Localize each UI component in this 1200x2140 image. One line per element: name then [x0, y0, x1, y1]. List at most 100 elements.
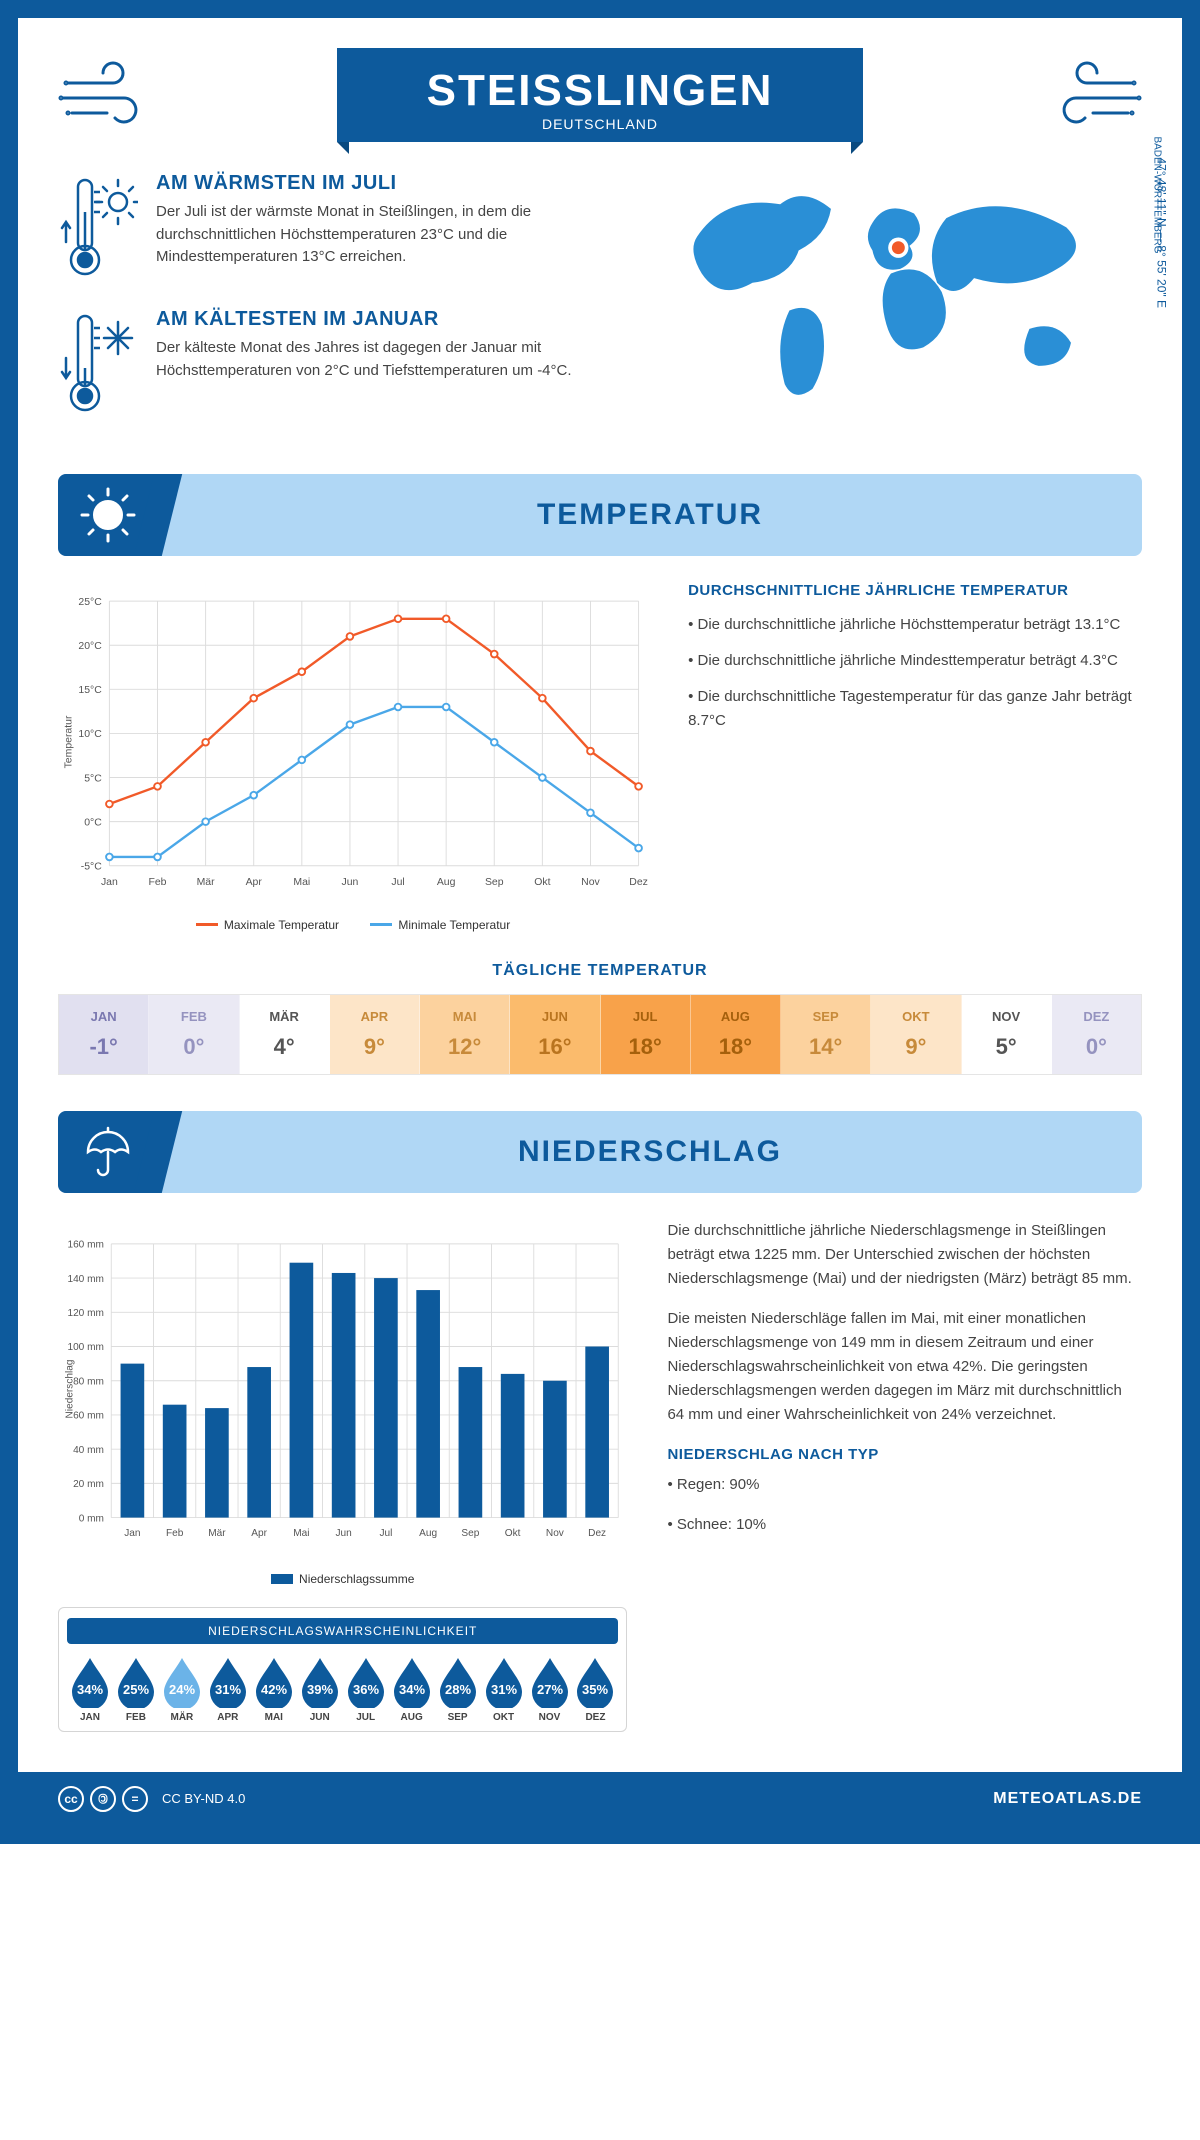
- svg-text:-5°C: -5°C: [81, 862, 102, 873]
- svg-text:120 mm: 120 mm: [67, 1307, 103, 1318]
- section-title-temperature: TEMPERATUR: [158, 498, 1142, 532]
- cc-icon: cc: [58, 1786, 84, 1812]
- svg-text:31%: 31%: [215, 1682, 241, 1697]
- svg-text:Apr: Apr: [251, 1527, 267, 1538]
- section-banner-temperature: TEMPERATUR: [58, 474, 1142, 556]
- svg-text:Niederschlag: Niederschlag: [65, 1359, 76, 1418]
- svg-text:140 mm: 140 mm: [67, 1273, 103, 1284]
- svg-text:Mär: Mär: [197, 877, 216, 888]
- svg-text:Dez: Dez: [629, 877, 648, 888]
- svg-text:40 mm: 40 mm: [73, 1444, 104, 1455]
- svg-text:Dez: Dez: [588, 1527, 606, 1538]
- svg-text:Okt: Okt: [505, 1527, 521, 1538]
- daily-cell: DEZ0°: [1052, 995, 1141, 1074]
- svg-text:20°C: 20°C: [78, 641, 102, 652]
- legend-precip: Niederschlagssumme: [299, 1572, 414, 1586]
- probability-drop: 39% JUN: [298, 1654, 342, 1723]
- svg-text:Jun: Jun: [336, 1527, 352, 1538]
- svg-text:Nov: Nov: [546, 1527, 565, 1538]
- daily-cell: FEB0°: [149, 995, 239, 1074]
- svg-text:100 mm: 100 mm: [67, 1342, 103, 1353]
- probability-drop: 42% MAI: [252, 1654, 296, 1723]
- svg-text:42%: 42%: [261, 1682, 287, 1697]
- prob-title: NIEDERSCHLAGSWAHRSCHEINLICHKEIT: [67, 1618, 618, 1644]
- precip-type2: • Schnee: 10%: [667, 1513, 1142, 1537]
- section-banner-precip: NIEDERSCHLAG: [58, 1111, 1142, 1193]
- svg-text:28%: 28%: [445, 1682, 471, 1697]
- nd-icon: =: [122, 1786, 148, 1812]
- svg-text:Jun: Jun: [342, 877, 359, 888]
- precip-summary: Die durchschnittliche jährliche Niedersc…: [667, 1219, 1142, 1732]
- header: STEISSLINGEN DEUTSCHLAND: [58, 48, 1142, 142]
- thermometer-cold-icon: [58, 308, 138, 418]
- probability-drop: 36% JUL: [344, 1654, 388, 1723]
- svg-text:60 mm: 60 mm: [73, 1410, 104, 1421]
- probability-drop: 34% JAN: [68, 1654, 112, 1723]
- temp-summary-p3: • Die durchschnittliche Tagestemperatur …: [688, 685, 1142, 733]
- svg-text:Sep: Sep: [461, 1527, 479, 1538]
- daily-cell: SEP14°: [781, 995, 871, 1074]
- svg-text:34%: 34%: [77, 1682, 103, 1697]
- svg-text:Sep: Sep: [485, 877, 504, 888]
- warmest-title: AM WÄRMSTEN IM JULI: [156, 172, 610, 195]
- svg-text:Okt: Okt: [534, 877, 550, 888]
- daily-cell: MAI12°: [420, 995, 510, 1074]
- probability-drop: 28% SEP: [436, 1654, 480, 1723]
- wind-icon: [58, 58, 168, 138]
- daily-cell: OKT9°: [871, 995, 961, 1074]
- svg-text:Mai: Mai: [293, 1527, 309, 1538]
- precipitation-chart: 0 mm20 mm40 mm60 mm80 mm100 mm120 mm140 …: [58, 1219, 627, 1587]
- cc-license: cc 🄯 = CC BY-ND 4.0: [58, 1786, 245, 1812]
- legend-min: Minimale Temperatur: [398, 918, 510, 932]
- daily-cell: JUN16°: [510, 995, 600, 1074]
- svg-text:36%: 36%: [353, 1682, 379, 1697]
- svg-text:Jan: Jan: [124, 1527, 140, 1538]
- section-title-precip: NIEDERSCHLAG: [158, 1135, 1142, 1169]
- coords-label: 47° 48' 11" N — 8° 55' 20" E: [1155, 157, 1169, 308]
- probability-drop: 35% DEZ: [573, 1654, 617, 1723]
- daily-cell: APR9°: [330, 995, 420, 1074]
- probability-drop: 25% FEB: [114, 1654, 158, 1723]
- probability-drop: 27% NOV: [528, 1654, 572, 1723]
- svg-text:39%: 39%: [307, 1682, 333, 1697]
- svg-text:10°C: 10°C: [78, 729, 102, 740]
- svg-text:Feb: Feb: [148, 877, 166, 888]
- umbrella-icon: [80, 1124, 136, 1180]
- svg-text:0°C: 0°C: [84, 817, 102, 828]
- svg-text:34%: 34%: [399, 1682, 425, 1697]
- temp-summary-heading: DURCHSCHNITTLICHE JÄHRLICHE TEMPERATUR: [688, 582, 1142, 599]
- svg-text:27%: 27%: [536, 1682, 562, 1697]
- footer: cc 🄯 = CC BY-ND 4.0 METEOATLAS.DE: [18, 1772, 1182, 1826]
- intro-section: AM WÄRMSTEN IM JULI Der Juli ist der wär…: [58, 172, 1142, 444]
- svg-text:Jul: Jul: [379, 1527, 392, 1538]
- svg-text:Mär: Mär: [208, 1527, 226, 1538]
- precip-probability-box: NIEDERSCHLAGSWAHRSCHEINLICHKEIT 34% JAN …: [58, 1607, 627, 1732]
- country-subtitle: DEUTSCHLAND: [427, 116, 774, 132]
- coldest-text: Der kälteste Monat des Jahres ist dagege…: [156, 337, 610, 382]
- daily-cell: MÄR4°: [240, 995, 330, 1074]
- svg-text:5°C: 5°C: [84, 773, 102, 784]
- svg-text:15°C: 15°C: [78, 685, 102, 696]
- license-text: CC BY-ND 4.0: [162, 1791, 245, 1806]
- daily-cell: JAN-1°: [59, 995, 149, 1074]
- svg-text:20 mm: 20 mm: [73, 1479, 104, 1490]
- precip-type-heading: NIEDERSCHLAG NACH TYP: [667, 1443, 1142, 1467]
- precip-p2: Die meisten Niederschläge fallen im Mai,…: [667, 1307, 1142, 1427]
- svg-text:Temperatur: Temperatur: [63, 715, 74, 768]
- temp-summary-p1: • Die durchschnittliche jährliche Höchst…: [688, 613, 1142, 637]
- svg-text:35%: 35%: [582, 1682, 608, 1697]
- temp-legend: Maximale Temperatur Minimale Temperatur: [58, 915, 648, 932]
- temp-summary-p2: • Die durchschnittliche jährliche Mindes…: [688, 649, 1142, 673]
- svg-text:Jan: Jan: [101, 877, 118, 888]
- svg-text:Feb: Feb: [166, 1527, 184, 1538]
- probability-drop: 31% APR: [206, 1654, 250, 1723]
- svg-text:24%: 24%: [169, 1682, 195, 1697]
- svg-text:31%: 31%: [491, 1682, 517, 1697]
- daily-temp-title: TÄGLICHE TEMPERATUR: [58, 962, 1142, 980]
- thermometer-hot-icon: [58, 172, 138, 282]
- svg-text:Nov: Nov: [581, 877, 600, 888]
- svg-text:Aug: Aug: [437, 877, 456, 888]
- by-icon: 🄯: [90, 1786, 116, 1812]
- probability-drop: 24% MÄR: [160, 1654, 204, 1723]
- svg-text:25%: 25%: [123, 1682, 149, 1697]
